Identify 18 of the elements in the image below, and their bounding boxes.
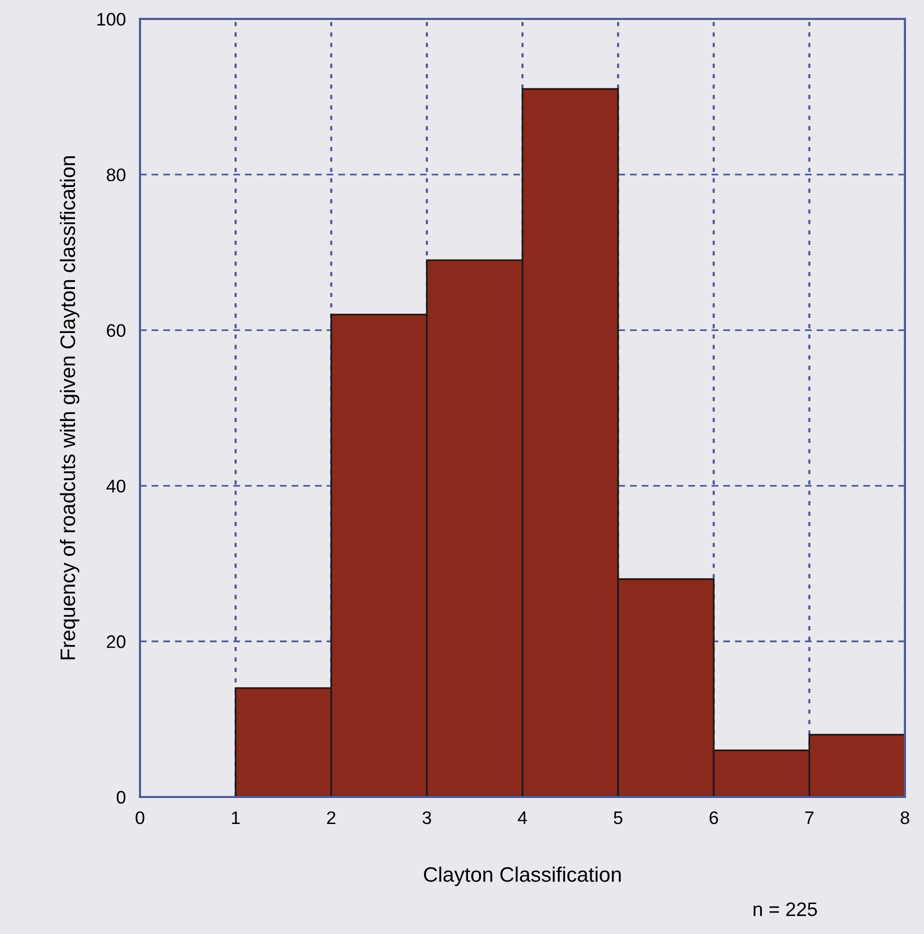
- y-tick-label: 100: [97, 12, 126, 26]
- x-tick-label: 3: [422, 811, 432, 824]
- y-tick-label: 20: [106, 635, 126, 648]
- y-tick-label: 80: [106, 168, 126, 182]
- x-tick-label: 7: [805, 812, 814, 824]
- y-axis-title: Frequency of roadcuts with given Clayton classification: [60, 156, 80, 660]
- text: n = 225: [754, 902, 817, 916]
- x-tick-label: 0: [136, 811, 144, 824]
- x-tick-label: 5: [614, 812, 622, 824]
- x-tick-label: 1: [232, 812, 240, 824]
- x-tick-label: 6: [710, 811, 718, 824]
- x-tick-label: 2: [327, 811, 336, 824]
- x-axis-title: Clayton Classification: [424, 866, 621, 886]
- y-tick-label: 60: [106, 324, 126, 337]
- y-tick-label: 0: [116, 790, 126, 804]
- y-tick-label: 40: [106, 480, 126, 492]
- x-tick-label: 8: [900, 811, 910, 824]
- x-tick-label: 4: [518, 812, 527, 824]
